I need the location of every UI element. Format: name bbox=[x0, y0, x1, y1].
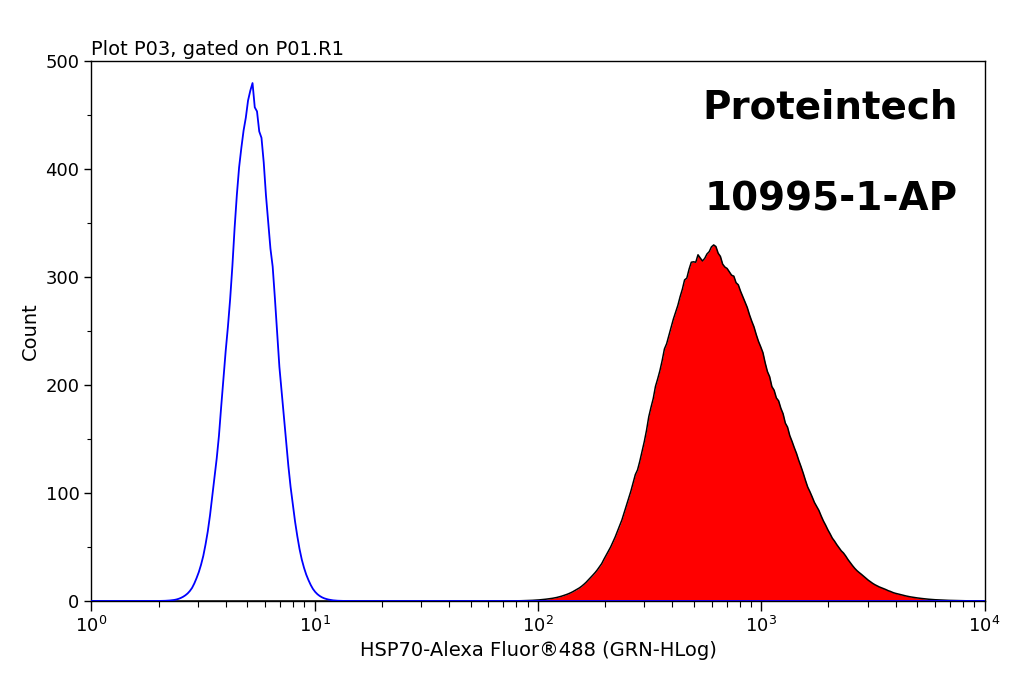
X-axis label: HSP70-Alexa Fluor®488 (GRN-HLog): HSP70-Alexa Fluor®488 (GRN-HLog) bbox=[359, 641, 717, 660]
Text: Plot P03, gated on P01.R1: Plot P03, gated on P01.R1 bbox=[91, 40, 344, 59]
Y-axis label: Count: Count bbox=[21, 303, 40, 360]
Text: Proteintech: Proteintech bbox=[702, 89, 958, 126]
Text: 10995-1-AP: 10995-1-AP bbox=[704, 180, 958, 218]
